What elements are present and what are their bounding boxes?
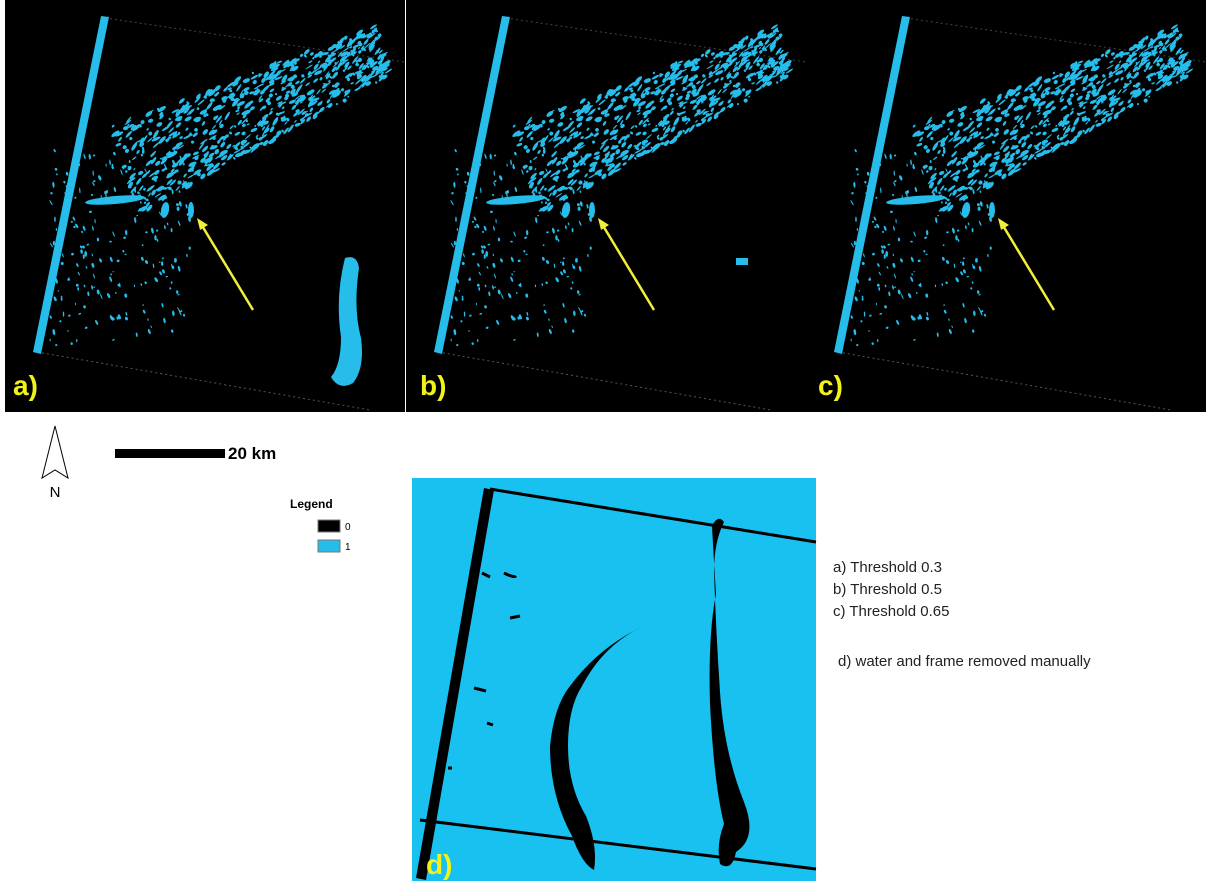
caption: d) water and frame removed manually [838,653,1091,670]
north-arrow: N [42,426,68,501]
legend-swatch [318,540,340,552]
scene-bg [412,478,816,881]
scale-label: 20 km [228,444,276,463]
legend-title: Legend [290,497,333,511]
caption: a) Threshold 0.3 [833,559,942,576]
panel-label: c) [818,370,843,401]
caption: c) Threshold 0.65 [833,603,949,620]
lake-fragment [736,258,748,265]
legend-swatch [318,520,340,532]
panel-d: d) [412,478,816,881]
north-arrow-shape [42,426,68,478]
figure: a) b) c) N 20 km Legend 0 1 d) a) Thresh… [0,0,1216,881]
panel-c: c) [806,0,1206,412]
legend-item: 1 [345,542,351,553]
scale-bar [115,449,225,458]
panel-a: a) [5,0,405,412]
legend-item: 0 [345,522,351,533]
panel-label: b) [420,370,446,401]
caption: b) Threshold 0.5 [833,581,942,598]
north-label: N [50,484,61,501]
page: a) b) c) N 20 km Legend 0 1 d) a) Thresh… [0,0,1216,881]
panel-label: d) [426,849,452,880]
panel-b: b) [406,0,806,412]
panel-label: a) [13,370,38,401]
